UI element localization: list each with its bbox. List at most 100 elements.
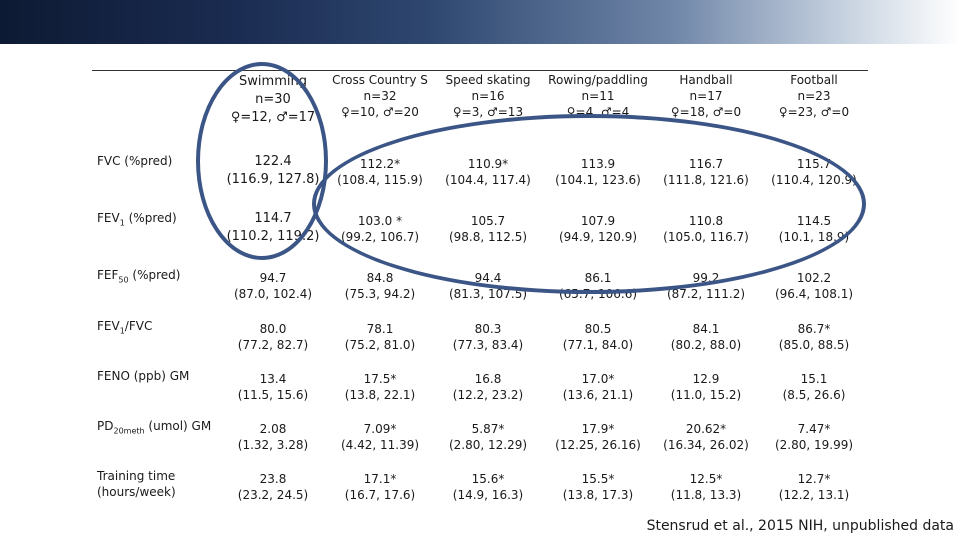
column-header: Football n=23 ♀=23, ♂=0 (760, 72, 868, 120)
cell-ci: (13.8, 22.1) (344, 388, 416, 402)
row-label: Training time (hours/week) (97, 468, 176, 500)
cell-ci: (80.2, 88.0) (670, 338, 742, 352)
row-label-rest: (%pred) (128, 268, 181, 282)
row-label-subscript: 20meth (113, 426, 145, 436)
column-header-sex: ♀=3, ♂=13 (452, 105, 524, 119)
cell-ci: (87.2, 111.2) (666, 287, 746, 301)
cell-mean: 12.7* (797, 472, 831, 486)
cell-ci: (96.4, 108.1) (774, 287, 854, 301)
cell-ci: (12.2, 13.1) (778, 488, 850, 502)
cell-mean: 13.4 (259, 372, 287, 386)
cell-ci: (77.1, 84.0) (562, 338, 634, 352)
cell-ci: (14.9, 16.3) (452, 488, 524, 502)
cell-mean: 17.9* (581, 422, 615, 436)
cell-mean: 15.1 (800, 372, 828, 386)
row-label-rest: (umol) GM (144, 419, 212, 433)
cell-mean: 16.8 (474, 372, 502, 386)
table-cell: 12.5* (11.8, 13.3) (652, 471, 760, 503)
row-label: FEV1 (%pred) (97, 210, 177, 231)
row-label-text: FVC (%pred) (97, 154, 173, 168)
row-label: FEV1/FVC (97, 318, 152, 339)
table-cell: 2.08 (1.32, 3.28) (219, 421, 327, 453)
row-label-line2: (hours/week) (97, 485, 176, 499)
table-top-rule (92, 70, 868, 71)
source-footnote: Stensrud et al., 2015 NIH, unpublished d… (646, 518, 954, 534)
row-label-text: PD (97, 419, 114, 433)
row-label: FVC (%pred) (97, 153, 172, 169)
cell-mean: 15.5* (581, 472, 615, 486)
row-label: PD20meth (umol) GM (97, 418, 211, 439)
cell-ci: (87.0, 102.4) (233, 287, 313, 301)
cell-mean: 2.08 (259, 422, 287, 436)
cell-ci: (13.8, 17.3) (562, 488, 634, 502)
cell-ci: (1.32, 3.28) (237, 438, 309, 452)
header-banner (0, 0, 960, 44)
cell-mean: 12.9 (692, 372, 720, 386)
table-cell: 15.5* (13.8, 17.3) (544, 471, 652, 503)
table-cell: 84.8 (75.3, 94.2) (326, 270, 434, 302)
row-label-subscript: 1 (119, 218, 125, 228)
column-header-n: n=16 (471, 89, 505, 103)
cell-ci: (11.8, 13.3) (670, 488, 742, 502)
cell-ci: (4.42, 11.39) (340, 438, 420, 452)
column-header: Cross Country S n=32 ♀=10, ♂=20 (326, 72, 434, 120)
column-header-name: Rowing/paddling (548, 73, 648, 87)
table-cell: 84.1 (80.2, 88.0) (652, 321, 760, 353)
highlight-ellipse-other-sports (312, 114, 866, 294)
row-label: FENO (ppb) GM (97, 368, 189, 384)
table-cell: 12.9 (11.0, 15.2) (652, 371, 760, 403)
highlight-ellipse-swimming (196, 62, 328, 260)
row-label-subscript: 50 (118, 275, 129, 285)
cell-mean: 84.1 (692, 322, 720, 336)
cell-ci: (75.3, 94.2) (344, 287, 416, 301)
cell-mean: 17.0* (581, 372, 615, 386)
row-label: FEF50 (%pred) (97, 267, 180, 288)
column-header-n: n=11 (581, 89, 615, 103)
cell-ci: (2.80, 19.99) (774, 438, 854, 452)
cell-ci: (16.34, 26.02) (663, 438, 749, 452)
table-cell: 17.0* (13.6, 21.1) (544, 371, 652, 403)
table-cell: 15.1 (8.5, 26.6) (760, 371, 868, 403)
cell-mean: 80.0 (259, 322, 287, 336)
cell-ci: (85.0, 88.5) (778, 338, 850, 352)
row-label-text: FEF (97, 268, 119, 282)
cell-ci: (16.7, 17.6) (344, 488, 416, 502)
cell-mean: 84.8 (366, 271, 394, 285)
table-cell: 15.6* (14.9, 16.3) (434, 471, 542, 503)
table-cell: 17.1* (16.7, 17.6) (326, 471, 434, 503)
table-cell: 12.7* (12.2, 13.1) (760, 471, 868, 503)
cell-mean: 23.8 (259, 472, 287, 486)
column-header-name: Football (790, 73, 838, 87)
cell-mean: 80.3 (474, 322, 502, 336)
row-label-text: Training time (97, 469, 176, 483)
column-header-name: Handball (679, 73, 733, 87)
cell-mean: 7.09* (363, 422, 397, 436)
row-label-text: FEV (97, 319, 120, 333)
cell-ci: (23.2, 24.5) (237, 488, 309, 502)
cell-mean: 12.5* (689, 472, 723, 486)
cell-mean: 15.6* (471, 472, 505, 486)
row-label-rest: /FVC (124, 319, 153, 333)
cell-mean: 80.5 (584, 322, 612, 336)
cell-ci: (77.2, 82.7) (237, 338, 309, 352)
cell-ci: (11.5, 15.6) (237, 388, 309, 402)
table-cell: 17.5* (13.8, 22.1) (326, 371, 434, 403)
table-cell: 80.0 (77.2, 82.7) (219, 321, 327, 353)
cell-mean: 86.7* (797, 322, 831, 336)
cell-mean: 78.1 (366, 322, 394, 336)
cell-ci: (8.5, 26.6) (782, 388, 846, 402)
column-header-name: Speed skating (445, 73, 531, 87)
cell-ci: (75.2, 81.0) (344, 338, 416, 352)
column-header-sex: ♀=23, ♂=0 (778, 105, 850, 119)
table-cell: 7.47* (2.80, 19.99) (760, 421, 868, 453)
cell-ci: (11.0, 15.2) (670, 388, 742, 402)
column-header-name: Cross Country S (332, 73, 428, 87)
table-cell: 102.2 (96.4, 108.1) (760, 270, 868, 302)
cell-mean: 5.87* (471, 422, 505, 436)
cell-mean: 20.62* (685, 422, 727, 436)
cell-mean: 94.7 (259, 271, 287, 285)
table-cell: 78.1 (75.2, 81.0) (326, 321, 434, 353)
column-header-n: n=17 (689, 89, 723, 103)
cell-ci: (12.2, 23.2) (452, 388, 524, 402)
table-cell: 13.4 (11.5, 15.6) (219, 371, 327, 403)
